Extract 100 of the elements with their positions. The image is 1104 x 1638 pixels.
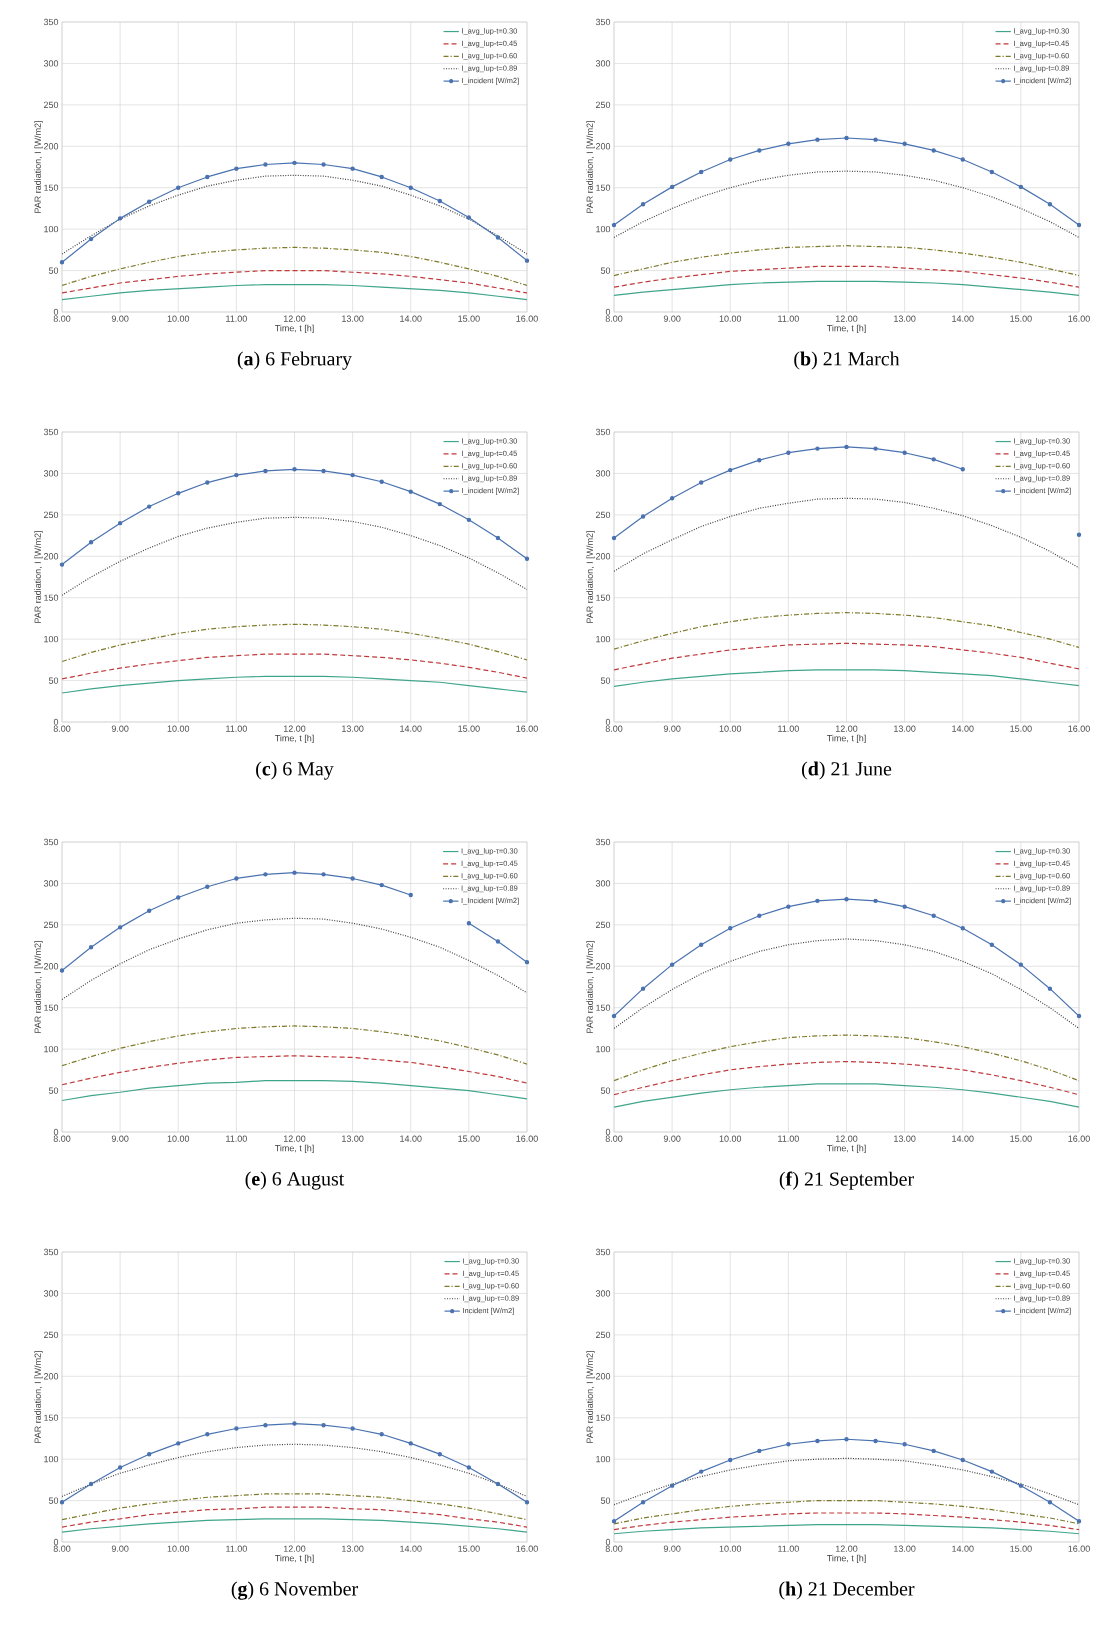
point (989, 1469, 995, 1474)
x-tick-label: 14.00 (952, 315, 974, 322)
line-series (614, 1457, 1079, 1506)
point (611, 1013, 617, 1019)
point (176, 1441, 181, 1446)
y-tick-label: 300 (595, 880, 611, 887)
y-axis-title: PAR radiation, I [W/m2] (34, 531, 43, 623)
text: (e) 6 August (245, 1171, 345, 1190)
x-tick-label: 10.00 (719, 725, 742, 732)
x-tick-label: 14.00 (952, 725, 974, 732)
y-tick-label: 300 (595, 60, 611, 67)
y-tick-label: 250 (43, 511, 59, 519)
y-tick-label: 100 (44, 1045, 59, 1053)
point (495, 535, 501, 541)
x-tick-label: 9.00 (111, 725, 129, 732)
y-tick-label: 150 (44, 1004, 59, 1011)
point (408, 489, 413, 494)
x-tick-label: 8.00 (605, 1545, 623, 1552)
x-axis-title: Time, t [h] (274, 1554, 314, 1564)
point (292, 467, 297, 472)
x-tick-label: 13.00 (342, 725, 364, 732)
x-tick-label: 14.00 (952, 1545, 974, 1552)
point (902, 1442, 907, 1447)
point (321, 468, 326, 474)
x-tick-label: 11.00 (226, 315, 247, 322)
y-tick-label: 150 (596, 594, 611, 601)
point (234, 1426, 239, 1431)
x-tick-label: 8.00 (605, 725, 623, 732)
y-tick-label: 50 (600, 1087, 611, 1094)
point (379, 174, 384, 180)
point (728, 157, 733, 162)
point (873, 898, 878, 904)
x-tick-label: 13.00 (342, 1545, 364, 1552)
line-series (62, 1025, 527, 1067)
point (960, 925, 965, 931)
y-tick-label: 100 (44, 635, 59, 643)
point (902, 450, 907, 455)
y-tick-label: 250 (43, 101, 59, 109)
y-tick-label: 350 (595, 838, 611, 846)
y-tick-label: 300 (43, 880, 59, 887)
point (146, 199, 152, 204)
line-series (62, 1443, 527, 1498)
x-tick-label: 12.00 (835, 1545, 858, 1552)
y-tick-label: 0 (53, 1128, 59, 1136)
line-series (614, 170, 1079, 239)
y-tick-label: 50 (48, 267, 59, 274)
x-tick-label: 16.00 (516, 1135, 538, 1142)
point (146, 908, 152, 913)
y-tick-label: 50 (48, 1497, 59, 1504)
point (1076, 532, 1082, 537)
y-tick-label: 200 (595, 963, 611, 970)
x-tick-label: 10.00 (167, 1135, 190, 1142)
point (466, 921, 472, 926)
y-tick-label: 0 (53, 1538, 59, 1546)
line-series (62, 516, 527, 596)
x-tick-label: 11.00 (226, 1135, 247, 1142)
point (524, 1500, 530, 1505)
y-tick-label: 300 (43, 1290, 59, 1297)
y-tick-label: 250 (595, 1331, 611, 1339)
point (408, 892, 413, 898)
x-axis-title: Time, t [h] (826, 734, 866, 744)
point (844, 444, 849, 450)
x-tick-label: 15.00 (458, 1135, 480, 1142)
y-tick-label: 150 (44, 1414, 59, 1421)
y-tick-label: 300 (595, 1290, 611, 1297)
x-tick-label: 11.00 (778, 1545, 799, 1552)
point (495, 939, 501, 944)
point (176, 491, 181, 496)
x-tick-label: 15.00 (458, 1545, 480, 1552)
x-axis-title: Time, t [h] (274, 324, 314, 334)
point (321, 872, 326, 877)
x-tick-label: 10.00 (167, 315, 190, 322)
text: (f) 21 September (779, 1171, 914, 1190)
y-tick-label: 0 (605, 1128, 611, 1136)
point (1047, 986, 1053, 991)
point (292, 870, 297, 875)
line-series (62, 174, 527, 255)
point (59, 1500, 65, 1505)
point (757, 457, 762, 463)
point (263, 162, 268, 167)
point (88, 540, 94, 545)
point (495, 1481, 501, 1487)
point (59, 260, 65, 265)
y-tick-label: 100 (596, 635, 611, 643)
point (292, 160, 297, 166)
x-tick-label: 12.00 (835, 1135, 858, 1142)
point (698, 942, 704, 947)
y-tick-label: 300 (43, 470, 59, 477)
point (902, 141, 907, 146)
y-axis-title: PAR radiation, I [W/m2] (586, 121, 595, 213)
point (234, 472, 239, 478)
point (263, 468, 268, 474)
point (757, 1448, 762, 1454)
y-axis-title: PAR radiation, I [W/m2] (586, 531, 595, 623)
y-tick-label: 250 (595, 101, 611, 109)
point (931, 1448, 936, 1454)
line-series (614, 497, 1079, 572)
point (146, 504, 152, 509)
point (466, 215, 472, 220)
point (698, 169, 704, 175)
